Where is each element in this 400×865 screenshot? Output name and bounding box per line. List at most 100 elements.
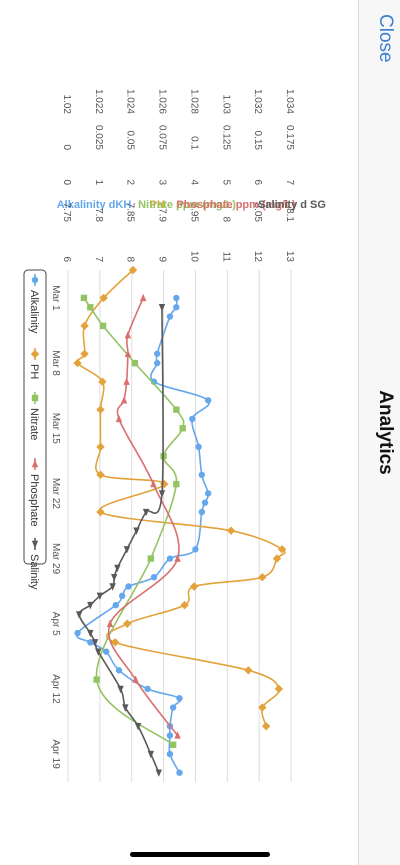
phosphate-point: [150, 479, 157, 488]
nitrate-tick-label: 0: [61, 179, 72, 185]
x-tick-label: Apr 12: [50, 674, 61, 704]
salinity-point: [95, 648, 102, 656]
ph-point: [226, 526, 236, 535]
x-tick-label: Mar 22: [50, 478, 61, 510]
alkalinity-tick-label: 11: [220, 252, 231, 263]
alkalinity-point: [87, 639, 94, 646]
salinity-point: [91, 639, 99, 647]
phosphate-axis-title: Phosphate ppm (mg/L): [176, 199, 296, 211]
legend-alkalinity-label: Alkalinity: [28, 290, 40, 334]
alkalinity-tick-label: 13: [284, 251, 295, 263]
nitrate-point: [147, 555, 155, 562]
salinity-point: [75, 611, 83, 619]
ph-tick-label: 7.95: [188, 203, 199, 223]
ph-point: [96, 442, 105, 452]
nitrate-axis: 0 1 2 3 4 5 6 7 Nitrate ppm (mg/L): [61, 179, 295, 211]
ph-tick-label: 7.75: [61, 203, 72, 223]
alkalinity-point: [195, 443, 202, 451]
nitrate-axis-title: Nitrate ppm (mg/L): [138, 199, 236, 211]
phosphate-axis: 0 0.025 0.05 0.075 0.1 0.125 0.15 0.175 Phosphat…: [61, 125, 296, 211]
salinity-tick-label: 1.022: [93, 89, 104, 114]
phosphate-series: [106, 293, 181, 739]
salinity-point: [158, 490, 166, 498]
salinity-axis-title: Salinity d SG: [258, 199, 326, 211]
nitrate-point: [80, 294, 88, 302]
x-tick-label: Mar 8: [50, 350, 61, 376]
alkalinity-point: [166, 732, 174, 739]
ph-point: [98, 377, 107, 386]
alkalinity-point: [118, 592, 126, 600]
alkalinity-point: [204, 490, 212, 497]
ph-axis: 7.75 7.8 7.85 7.9 7.95 8 8.05 8.1 PH: [61, 199, 295, 222]
phosphate-tick-label: 0.05: [125, 131, 136, 151]
salinity-point: [142, 508, 150, 517]
phosphate-point: [132, 675, 139, 683]
alkalinity-point: [150, 574, 158, 581]
nitrate-point: [173, 406, 180, 413]
alkalinity-line: [75, 297, 211, 774]
x-tick-label: Mar 1: [50, 285, 61, 311]
ph-point: [96, 405, 105, 414]
alkalinity-tick-label: 7: [93, 256, 104, 262]
alkalinity-point: [112, 601, 119, 609]
ph-point: [261, 721, 271, 731]
alkalinity-point: [144, 685, 151, 693]
salinity-series: [75, 304, 166, 777]
alkalinity-point: [173, 304, 180, 311]
x-tick-label: Apr 19: [50, 739, 61, 769]
ph-point: [244, 666, 253, 675]
nitrate-point: [93, 676, 100, 683]
ph-tick-label: 8: [220, 216, 231, 222]
legend-nitrate-label: Nitrate: [28, 408, 40, 440]
ph-point: [80, 321, 89, 331]
salinity-point: [110, 574, 118, 582]
alkalinity-point: [169, 704, 177, 711]
ph-point: [99, 293, 108, 303]
salinity-point: [96, 592, 104, 601]
ph-point: [73, 358, 82, 368]
legend-phosphate-icon: [31, 459, 39, 468]
ph-axis-title: PH: [149, 199, 164, 211]
page-title: Analytics: [375, 390, 396, 475]
salinity-point: [134, 722, 142, 731]
alkalinity-axis: 6 7 8 9 10 11 12 13 Alkalinity dKH: [57, 199, 295, 262]
phosphate-point: [124, 330, 132, 339]
salinity-point: [109, 583, 116, 591]
nitrate-series: [80, 294, 186, 748]
alkalinity-point: [204, 397, 212, 404]
salinity-point: [133, 527, 140, 535]
alkalinity-point: [176, 695, 183, 702]
alkalinity-point: [198, 508, 205, 516]
ph-point: [272, 554, 282, 563]
phosphate-tick-label: 0.15: [252, 131, 263, 151]
alkalinity-point: [166, 750, 174, 758]
legend-ph-icon: [30, 349, 40, 359]
legend-ph-label: PH: [28, 364, 40, 379]
nitrate-point: [99, 322, 107, 330]
nitrate-tick-label: 6: [252, 179, 263, 185]
nitrate-point: [169, 741, 177, 748]
x-axis: Mar 1 Mar 8 Mar 15 Mar 22 Mar 29 Apr 5 Apr 12 A…: [50, 285, 61, 769]
nav-bar: [358, 0, 400, 865]
salinity-point: [147, 750, 155, 759]
ph-series: [73, 265, 287, 731]
nitrate-tick-label: 5: [220, 179, 231, 185]
salinity-tick-label: 1.032: [252, 89, 263, 114]
ph-point: [277, 545, 287, 554]
ph-tick-label: 8.05: [252, 203, 263, 223]
nitrate-point: [131, 359, 139, 367]
salinity-tick-label: 1.034: [284, 89, 295, 114]
ph-point: [274, 684, 284, 694]
salinity-point: [155, 769, 162, 777]
alkalinity-point: [153, 359, 161, 367]
phosphate-point: [106, 619, 114, 627]
ph-tick-label: 7.9: [157, 208, 168, 222]
alkalinity-point: [189, 415, 196, 423]
ph-point: [80, 349, 89, 358]
alkalinity-axis-title: Alkalinity dKH: [57, 199, 132, 211]
x-tick-label: Mar 29: [50, 543, 61, 575]
phosphate-tick-label: 0.175: [284, 125, 295, 150]
ph-point: [96, 507, 105, 517]
phosphate-point: [115, 414, 123, 423]
